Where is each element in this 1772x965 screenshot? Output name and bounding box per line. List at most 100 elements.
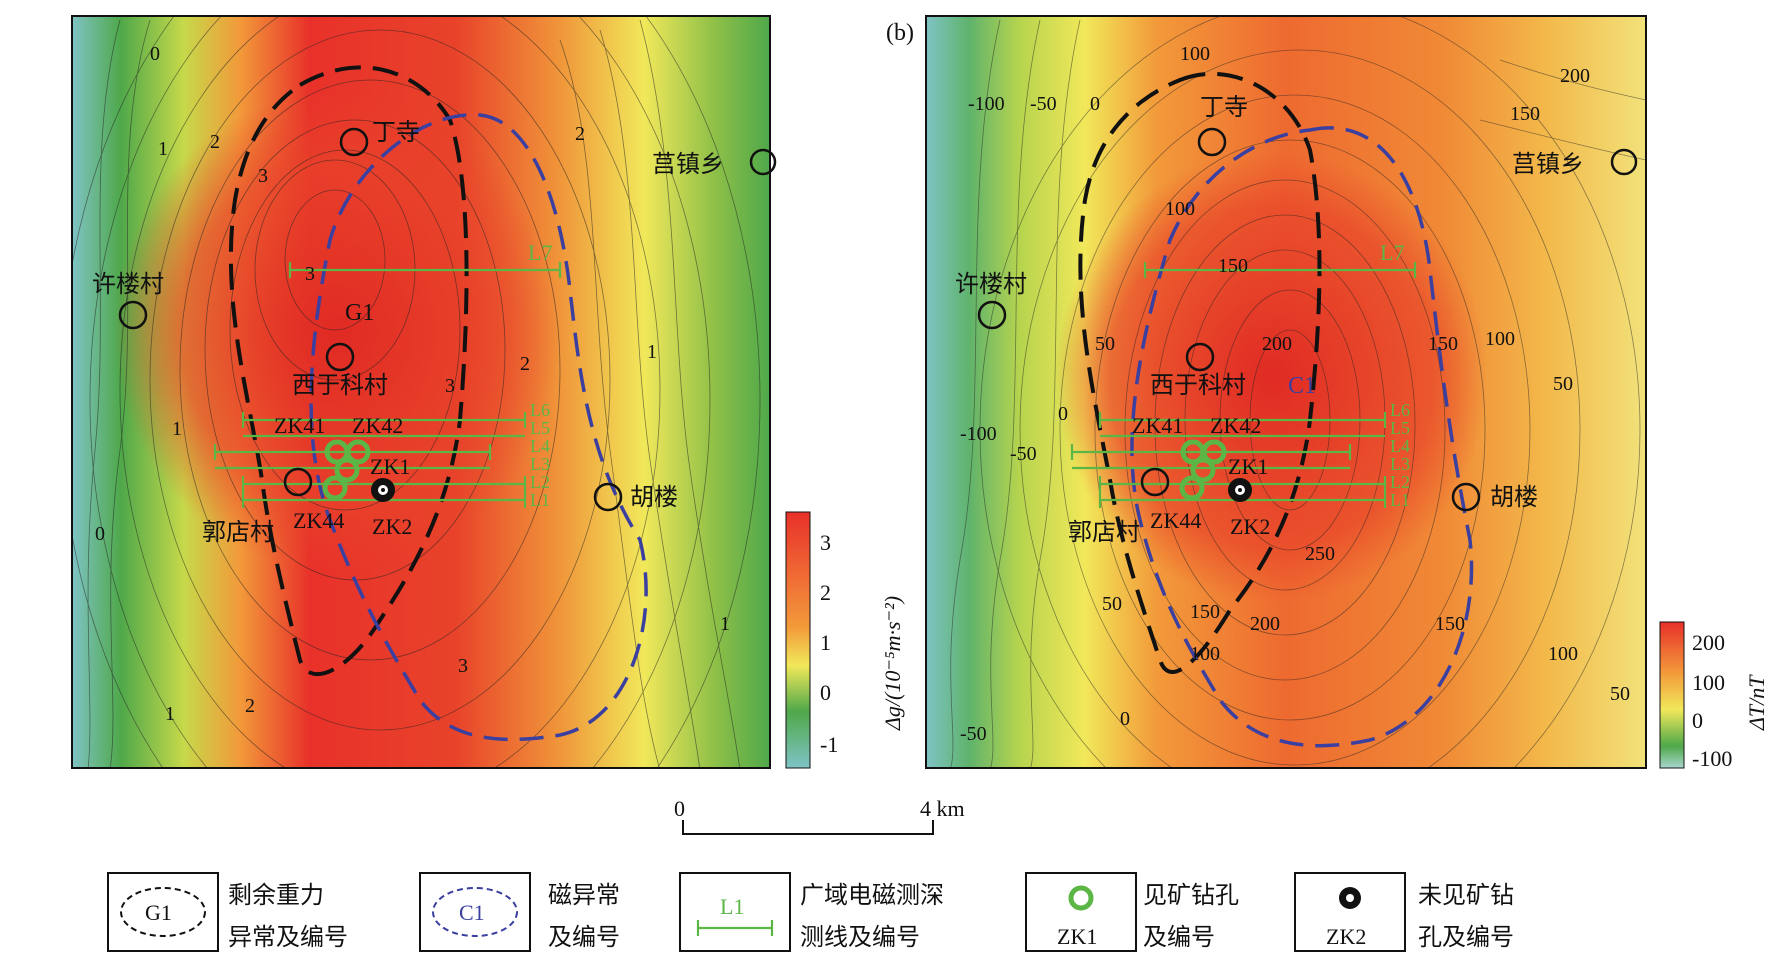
svg-text:-50: -50 (1030, 93, 1057, 115)
svg-text:1: 1 (165, 703, 175, 725)
svg-text:ZK2: ZK2 (372, 514, 412, 539)
svg-text:L5: L5 (530, 418, 550, 438)
svg-text:100: 100 (1548, 643, 1578, 665)
svg-text:3: 3 (305, 263, 315, 285)
survey-lines (213, 262, 562, 508)
svg-text:ZK41: ZK41 (1132, 413, 1183, 438)
svg-text:0: 0 (1058, 403, 1068, 425)
magnetic-contours (950, 16, 1646, 768)
svg-text:2: 2 (245, 695, 255, 717)
svg-text:1: 1 (720, 613, 730, 635)
magnetic-anomaly-outline (309, 113, 648, 742)
svg-text:剩余重力: 剩余重力 (228, 881, 324, 909)
anomaly-label: G1 (345, 300, 374, 326)
gravity-colorbar: 3 2 1 0 -1 Δg/(10⁻⁵m·s⁻²) (785, 511, 905, 769)
svg-text:150: 150 (1510, 103, 1540, 125)
svg-text:150: 150 (1428, 333, 1458, 355)
svg-text:100: 100 (1190, 643, 1220, 665)
svg-text:ZK42: ZK42 (1210, 413, 1261, 438)
svg-text:L5: L5 (1390, 418, 1410, 438)
survey-line-labels: L6 L5 L4 L3 L2 L1 (530, 400, 550, 510)
svg-text:L4: L4 (530, 436, 550, 456)
anomaly-label-b: C1 (1288, 373, 1316, 399)
svg-text:L1: L1 (1390, 490, 1410, 510)
svg-text:ZK1: ZK1 (1228, 454, 1268, 479)
svg-text:0: 0 (150, 43, 160, 65)
legend-item-survey-line: L1 广域电磁测深 测线及编号 (679, 872, 944, 952)
legend-item-ore-well: ZK1 见矿钻孔 及编号 (1025, 872, 1239, 952)
svg-text:50: 50 (1610, 683, 1630, 705)
svg-text:及编号: 及编号 (1143, 923, 1215, 951)
svg-text:L3: L3 (530, 454, 550, 474)
contour-labels-b: -100 -50 0 50 200 150 100 150 100 50 200… (960, 43, 1630, 745)
svg-text:150: 150 (1190, 601, 1220, 623)
svg-text:100: 100 (1692, 670, 1725, 695)
svg-text:1: 1 (820, 630, 831, 655)
place-label: 郭店村 (202, 518, 274, 546)
svg-text:L3: L3 (1390, 454, 1410, 474)
gravity-anomaly-outline (228, 65, 469, 677)
svg-text:0: 0 (674, 796, 685, 821)
svg-text:0: 0 (820, 680, 831, 705)
svg-text:未见矿钻: 未见矿钻 (1418, 881, 1514, 909)
svg-text:及编号: 及编号 (548, 923, 620, 951)
svg-text:丁寺: 丁寺 (1200, 93, 1248, 121)
svg-text:ZK1: ZK1 (370, 454, 410, 479)
svg-text:50: 50 (1095, 333, 1115, 355)
svg-text:ZK2: ZK2 (1230, 514, 1270, 539)
place-label: 许楼村 (92, 270, 164, 298)
svg-text:-50: -50 (1010, 443, 1037, 465)
svg-text:0: 0 (1120, 708, 1130, 730)
colorbar-label: Δg/(10⁻⁵m·s⁻²) (880, 596, 905, 731)
map-frame (71, 15, 771, 769)
survey-line-label-top: L7 (528, 240, 552, 265)
svg-text:L4: L4 (1390, 436, 1410, 456)
svg-text:200: 200 (1560, 65, 1590, 87)
svg-text:G1: G1 (145, 900, 172, 925)
svg-text:C1: C1 (459, 900, 485, 925)
place-label: 西于科村 (292, 371, 388, 399)
svg-text:L7: L7 (1380, 240, 1404, 265)
svg-text:3: 3 (458, 655, 468, 677)
barren-well-b (1228, 478, 1252, 502)
svg-text:-100: -100 (960, 423, 997, 445)
svg-text:1: 1 (647, 341, 657, 363)
place-labels: 丁寺 莒镇乡 许楼村 西于科村 郭店村 胡楼 (92, 118, 724, 546)
svg-text:L6: L6 (1390, 400, 1410, 420)
survey-line-labels-b: L6 L5 L4 L3 L2 L1 (1390, 400, 1410, 510)
svg-text:100: 100 (1180, 43, 1210, 65)
contour-labels: 0 1 2 2 3 3 2 3 1 1 1 2 3 1 0 (95, 43, 730, 725)
svg-text:0: 0 (1692, 708, 1703, 733)
svg-text:100: 100 (1485, 328, 1515, 350)
svg-text:测线及编号: 测线及编号 (800, 923, 920, 951)
colorbar-ticks-b: 200 100 0 -100 (1692, 630, 1732, 771)
colorbar-ticks: 3 2 1 0 -1 (820, 530, 838, 757)
svg-text:孔及编号: 孔及编号 (1418, 923, 1514, 951)
svg-text:L1: L1 (530, 490, 550, 510)
svg-text:L6: L6 (530, 400, 550, 420)
svg-text:250: 250 (1305, 543, 1335, 565)
barren-well (371, 478, 395, 502)
svg-text:-100: -100 (1692, 746, 1732, 771)
legend-item-gravity: G1 剩余重力 异常及编号 (107, 872, 348, 952)
svg-text:1: 1 (158, 138, 168, 160)
legend: G1 剩余重力 异常及编号 C1 磁异常 及编号 L1 广域电磁测深 测线及编号… (107, 872, 1514, 952)
legend-item-magnetic: C1 磁异常 及编号 (419, 872, 620, 952)
place-label: 莒镇乡 (652, 150, 724, 178)
svg-text:L1: L1 (720, 894, 744, 919)
svg-text:200: 200 (1692, 630, 1725, 655)
well-labels: ZK41 ZK42 ZK1 ZK44 ZK2 (274, 413, 412, 539)
svg-text:L2: L2 (530, 472, 550, 492)
colorbar-label-b: ΔT/nT (1744, 674, 1769, 731)
svg-text:0: 0 (95, 523, 105, 545)
svg-text:2: 2 (820, 580, 831, 605)
svg-text:3: 3 (258, 165, 268, 187)
svg-text:见矿钻孔: 见矿钻孔 (1143, 881, 1239, 909)
legend-item-barren-well: ZK2 未见矿钻 孔及编号 (1294, 872, 1514, 952)
svg-text:ZK2: ZK2 (1326, 924, 1366, 949)
svg-text:ZK44: ZK44 (1150, 508, 1201, 533)
svg-text:L2: L2 (1390, 472, 1410, 492)
svg-text:200: 200 (1262, 333, 1292, 355)
svg-text:1: 1 (172, 418, 182, 440)
svg-text:磁异常: 磁异常 (548, 881, 620, 909)
